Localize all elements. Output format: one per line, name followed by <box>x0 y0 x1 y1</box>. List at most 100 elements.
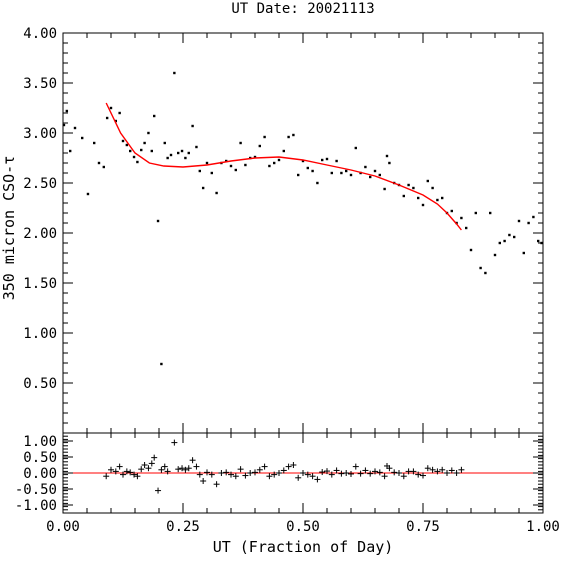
residual-point <box>280 467 287 474</box>
data-point <box>147 131 150 135</box>
main-y-tick-label: 3.50 <box>23 76 57 92</box>
main-y-ticks: 0.50 1.00 1.50 2.00 2.50 3.00 3.50 4.00 <box>23 26 543 434</box>
data-point <box>479 266 482 270</box>
residual-point <box>424 465 431 472</box>
data-point <box>234 168 237 172</box>
data-point <box>306 166 309 170</box>
residual-point <box>266 473 273 480</box>
residual-y-tick-label: 0.00 <box>23 466 57 482</box>
residual-plot-panel: 1.000.500.00-0.50-1.00 0.00 0.25 0.50 0.75 1… <box>15 432 560 535</box>
residual-point <box>252 469 258 476</box>
residual-point <box>261 463 268 470</box>
main-plot-frame <box>62 32 544 434</box>
data-point <box>105 116 109 120</box>
data-point <box>282 149 285 153</box>
residual-y-tick-label: 0.50 <box>23 450 57 466</box>
data-point <box>513 235 516 239</box>
data-point <box>383 187 386 191</box>
residual-point <box>453 470 460 476</box>
data-point <box>156 219 160 223</box>
residual-point <box>204 469 210 476</box>
data-point <box>65 109 69 113</box>
data-point <box>253 155 257 159</box>
data-point <box>385 154 389 158</box>
data-point <box>191 124 194 128</box>
data-point <box>469 248 473 252</box>
data-point <box>532 215 535 219</box>
data-point <box>150 149 153 153</box>
residual-point <box>381 473 388 480</box>
data-point <box>195 145 198 149</box>
data-point <box>537 239 540 243</box>
main-y-tick-label: 4.00 <box>23 26 57 42</box>
residual-point <box>141 462 148 468</box>
residual-point <box>247 470 254 476</box>
data-point <box>258 144 261 148</box>
data-point <box>215 191 218 195</box>
residual-point <box>232 473 239 480</box>
data-point <box>474 211 477 215</box>
residual-point <box>218 470 225 476</box>
residual-point <box>179 465 186 472</box>
data-point <box>129 149 132 153</box>
residual-point <box>352 463 359 470</box>
residual-point <box>123 468 130 475</box>
residual-point <box>161 463 168 470</box>
data-point <box>86 192 90 196</box>
data-point <box>69 149 72 153</box>
residual-point <box>304 471 311 478</box>
data-point <box>125 143 129 147</box>
residual-point <box>120 471 126 478</box>
residual-x-tick-label: 0.25 <box>166 519 200 535</box>
residual-x-ticks: 0.00 0.25 0.50 0.75 1.00 <box>46 433 560 535</box>
residual-point <box>295 474 302 481</box>
residual-point <box>400 473 407 480</box>
data-point <box>412 186 415 190</box>
residual-point <box>131 471 138 478</box>
data-point <box>369 175 372 179</box>
data-point <box>73 126 77 130</box>
data-point <box>187 151 190 155</box>
main-y-tick-label: 1.00 <box>23 326 57 342</box>
residual-point <box>193 463 200 470</box>
data-point <box>118 111 121 115</box>
main-y-tick-label: 2.00 <box>23 226 57 242</box>
residual-point <box>415 471 422 478</box>
data-point <box>373 169 377 173</box>
chart-title: UT Date: 20021113 <box>231 1 374 17</box>
data-point <box>378 173 381 177</box>
data-point <box>177 151 180 155</box>
residual-point <box>338 470 345 477</box>
residual-point <box>256 466 263 473</box>
residual-point <box>138 466 145 473</box>
data-point <box>263 135 266 139</box>
data-point <box>388 161 391 165</box>
data-point <box>93 141 96 145</box>
data-point <box>417 196 420 200</box>
main-plot-panel: 0.50 1.00 1.50 2.00 2.50 3.00 3.50 4.00 <box>23 26 544 434</box>
data-point <box>169 153 173 157</box>
data-point <box>114 119 117 123</box>
residual-point <box>434 468 441 475</box>
residual-point <box>309 473 316 480</box>
residual-y-ticks: 1.000.500.00-0.50-1.00 <box>15 432 543 514</box>
main-y-tick-label: 3.00 <box>23 126 57 142</box>
residual-point <box>333 467 340 474</box>
data-point <box>239 141 242 145</box>
data-point <box>173 71 176 75</box>
x-axis-label: UT (Fraction of Day) <box>213 538 394 556</box>
residual-point <box>242 472 249 479</box>
residual-data-points <box>103 439 465 494</box>
data-point <box>277 158 281 162</box>
data-point <box>489 211 492 215</box>
data-point <box>345 169 348 173</box>
residual-point <box>429 466 436 473</box>
data-point <box>503 239 506 243</box>
main-y-tick-label: 0.50 <box>23 376 57 392</box>
residual-point <box>391 469 398 476</box>
residual-point <box>372 468 378 475</box>
data-point <box>441 196 444 200</box>
data-point <box>316 181 319 185</box>
fit-curve <box>105 102 462 231</box>
data-point <box>436 198 439 202</box>
